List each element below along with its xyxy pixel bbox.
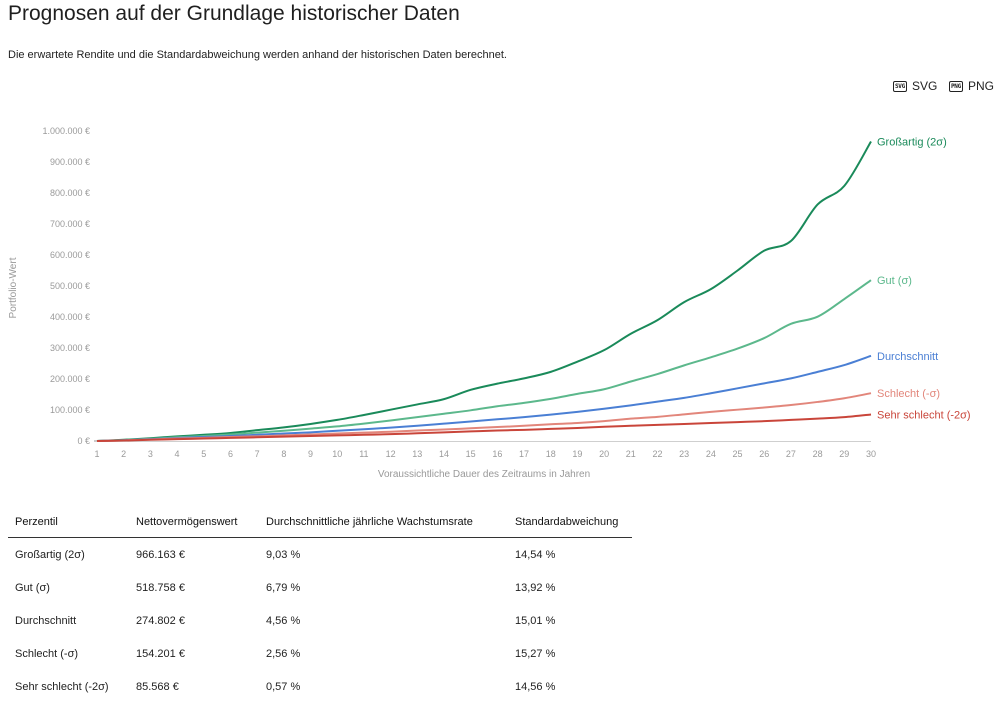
table-cell: 85.568 € [136, 680, 179, 693]
table-cell: Schlecht (-σ) [15, 647, 79, 660]
page-title: Prognosen auf der Grundlage historischer… [8, 2, 460, 25]
x-tick-label: 14 [439, 449, 449, 459]
x-axis: 1 2 3 4 5 6 7 8 9 10 11 12 13 14 15 16 17 18 19 20 21 22 23 24 2… [94, 441, 876, 459]
table-cell: 15,27 % [515, 647, 556, 660]
x-tick-label: 15 [466, 449, 476, 459]
series-label: Schlecht (-σ) [877, 388, 940, 400]
table-cell: Großartig (2σ) [15, 548, 85, 561]
projection-line-chart: 0 € 100.000 € 200.000 € 300.000 € 400.000 € 5… [8, 126, 971, 480]
table-row: Schlecht (-σ) 154.201 € 2,56 % 15,27 % [8, 637, 632, 670]
x-tick-label: 8 [281, 449, 286, 459]
y-tick-label: 700.000 € [50, 219, 90, 229]
svg-file-icon: SVG [893, 80, 907, 92]
x-tick-label: 27 [786, 449, 796, 459]
x-tick-label: 1 [94, 449, 99, 459]
table-row: Großartig (2σ) 966.163 € 9,03 % 14,54 % [8, 538, 632, 572]
x-tick-label: 28 [813, 449, 823, 459]
x-tick-label: 10 [332, 449, 342, 459]
table-cell: 0,57 % [266, 680, 301, 693]
x-tick-label: 19 [572, 449, 582, 459]
table-row: Durchschnitt 274.802 € 4,56 % 15,01 % [8, 604, 632, 637]
table-cell: Sehr schlecht (-2σ) [15, 680, 109, 693]
series-line [96, 279, 872, 442]
x-axis-label: Voraussichtliche Dauer des Zeitraums in … [378, 469, 590, 480]
table-cell: 15,01 % [515, 614, 556, 627]
column-header: Nettovermögenswert [129, 505, 259, 538]
x-tick-label: 12 [386, 449, 396, 459]
column-header: Durchschnittliche jährliche Wachstumsrat… [259, 505, 508, 538]
y-tick-label: 100.000 € [50, 405, 90, 415]
y-tick-label: 0 € [77, 436, 90, 446]
x-tick-label: 3 [148, 449, 153, 459]
x-tick-label: 20 [599, 449, 609, 459]
table-cell: 9,03 % [266, 548, 301, 561]
y-tick-label: 200.000 € [50, 374, 90, 384]
table-cell: 966.163 € [136, 548, 185, 561]
table-cell: 14,54 % [515, 548, 556, 561]
y-tick-label: 400.000 € [50, 312, 90, 322]
column-header: Perzentil [8, 505, 129, 538]
projection-table: Perzentil Nettovermögenswert Durchschnit… [8, 505, 632, 703]
x-tick-label: 5 [201, 449, 206, 459]
x-tick-label: 11 [359, 449, 368, 459]
table-cell: 4,56 % [266, 614, 301, 627]
y-tick-label: 800.000 € [50, 188, 90, 198]
table-cell: 2,56 % [266, 647, 301, 660]
series-lines [96, 140, 872, 442]
x-tick-label: 18 [546, 449, 556, 459]
table-row: Sehr schlecht (-2σ) 85.568 € 0,57 % 14,5… [8, 670, 632, 703]
series-label: Sehr schlecht (-2σ) [877, 409, 971, 421]
table-row: Gut (σ) 518.758 € 6,79 % 13,92 % [8, 571, 632, 604]
x-tick-label: 29 [839, 449, 849, 459]
series-line [96, 140, 872, 442]
table-cell: Durchschnitt [15, 614, 77, 627]
x-tick-label: 6 [228, 449, 233, 459]
export-svg-label: SVG [911, 79, 938, 93]
table-cell: Gut (σ) [15, 581, 50, 594]
table-cell: 14,56 % [515, 680, 556, 693]
y-axis: 0 € 100.000 € 200.000 € 300.000 € 400.000 € 5… [42, 126, 100, 446]
x-tick-label: 4 [175, 449, 180, 459]
y-tick-label: 900.000 € [50, 157, 90, 167]
x-tick-label: 24 [706, 449, 716, 459]
series-label: Großartig (2σ) [877, 136, 947, 148]
x-tick-label: 16 [492, 449, 502, 459]
table-cell: 274.802 € [136, 614, 185, 627]
x-tick-label: 25 [733, 449, 743, 459]
table-cell: 13,92 % [515, 581, 556, 594]
export-png-button[interactable]: PNG PNG [949, 79, 994, 93]
y-tick-label: 1.000.000 € [42, 126, 90, 136]
png-file-icon: PNG [949, 80, 963, 92]
x-tick-label: 30 [866, 449, 876, 459]
table-cell: 518.758 € [136, 581, 185, 594]
x-tick-label: 17 [519, 449, 529, 459]
x-tick-label: 23 [679, 449, 689, 459]
x-tick-label: 13 [412, 449, 422, 459]
y-tick-label: 500.000 € [50, 281, 90, 291]
x-tick-label: 2 [121, 449, 126, 459]
table-header-row: Perzentil Nettovermögenswert Durchschnit… [8, 505, 632, 538]
y-tick-label: 600.000 € [50, 250, 90, 260]
series-label: Gut (σ) [877, 275, 912, 287]
series-label: Durchschnitt [877, 351, 938, 363]
table-cell: 154.201 € [136, 647, 185, 660]
export-png-label: PNG [967, 79, 994, 93]
y-axis-label: Portfolio-Wert [8, 257, 19, 318]
table-cell: 6,79 % [266, 581, 301, 594]
x-tick-label: 22 [652, 449, 662, 459]
export-svg-button[interactable]: SVG SVG [893, 79, 937, 93]
page-subtitle: Die erwartete Rendite und die Standardab… [8, 49, 507, 61]
series-labels: Großartig (2σ) Gut (σ) Durchschnitt Schlech… [877, 136, 971, 421]
x-tick-label: 21 [626, 449, 636, 459]
y-tick-label: 300.000 € [50, 343, 90, 353]
series-line [96, 413, 872, 442]
column-header: Standardabweichung [508, 505, 632, 538]
x-tick-label: 9 [308, 449, 313, 459]
x-tick-label: 7 [255, 449, 260, 459]
x-tick-label: 26 [759, 449, 769, 459]
